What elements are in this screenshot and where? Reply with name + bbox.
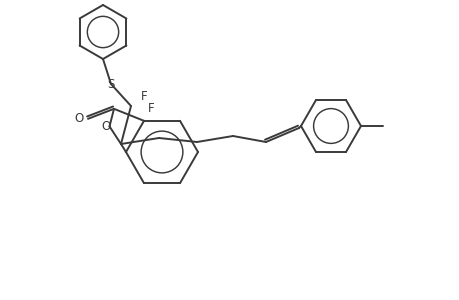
Text: S: S [107, 77, 114, 91]
Text: F: F [147, 101, 154, 115]
Text: O: O [101, 120, 111, 133]
Text: F: F [140, 89, 147, 103]
Text: O: O [74, 112, 84, 125]
